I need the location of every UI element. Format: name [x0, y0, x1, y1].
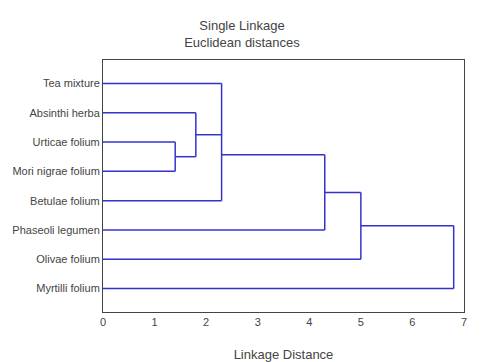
svg-text:7: 7 [461, 316, 467, 328]
svg-text:6: 6 [409, 316, 415, 328]
svg-text:5: 5 [358, 316, 364, 328]
svg-text:Phaseoli legumen: Phaseoli legumen [12, 224, 99, 236]
svg-text:Tea mixture: Tea mixture [43, 77, 100, 89]
svg-text:Single LinkageEuclidean distan: Single LinkageEuclidean distances [184, 18, 300, 50]
svg-text:Olivae folium: Olivae folium [36, 253, 100, 265]
svg-text:Mori nigrae folium: Mori nigrae folium [12, 165, 99, 177]
svg-text:1: 1 [152, 316, 158, 328]
svg-text:Linkage Distance: Linkage Distance [234, 347, 334, 362]
svg-text:Urticae folium: Urticae folium [33, 136, 100, 148]
svg-text:Betulae folium: Betulae folium [30, 195, 100, 207]
svg-text:4: 4 [306, 316, 312, 328]
svg-text:3: 3 [255, 316, 261, 328]
svg-text:Absinthi herba: Absinthi herba [29, 107, 100, 119]
svg-text:0: 0 [100, 316, 106, 328]
svg-text:Myrtilli folium: Myrtilli folium [36, 282, 100, 294]
svg-text:2: 2 [203, 316, 209, 328]
